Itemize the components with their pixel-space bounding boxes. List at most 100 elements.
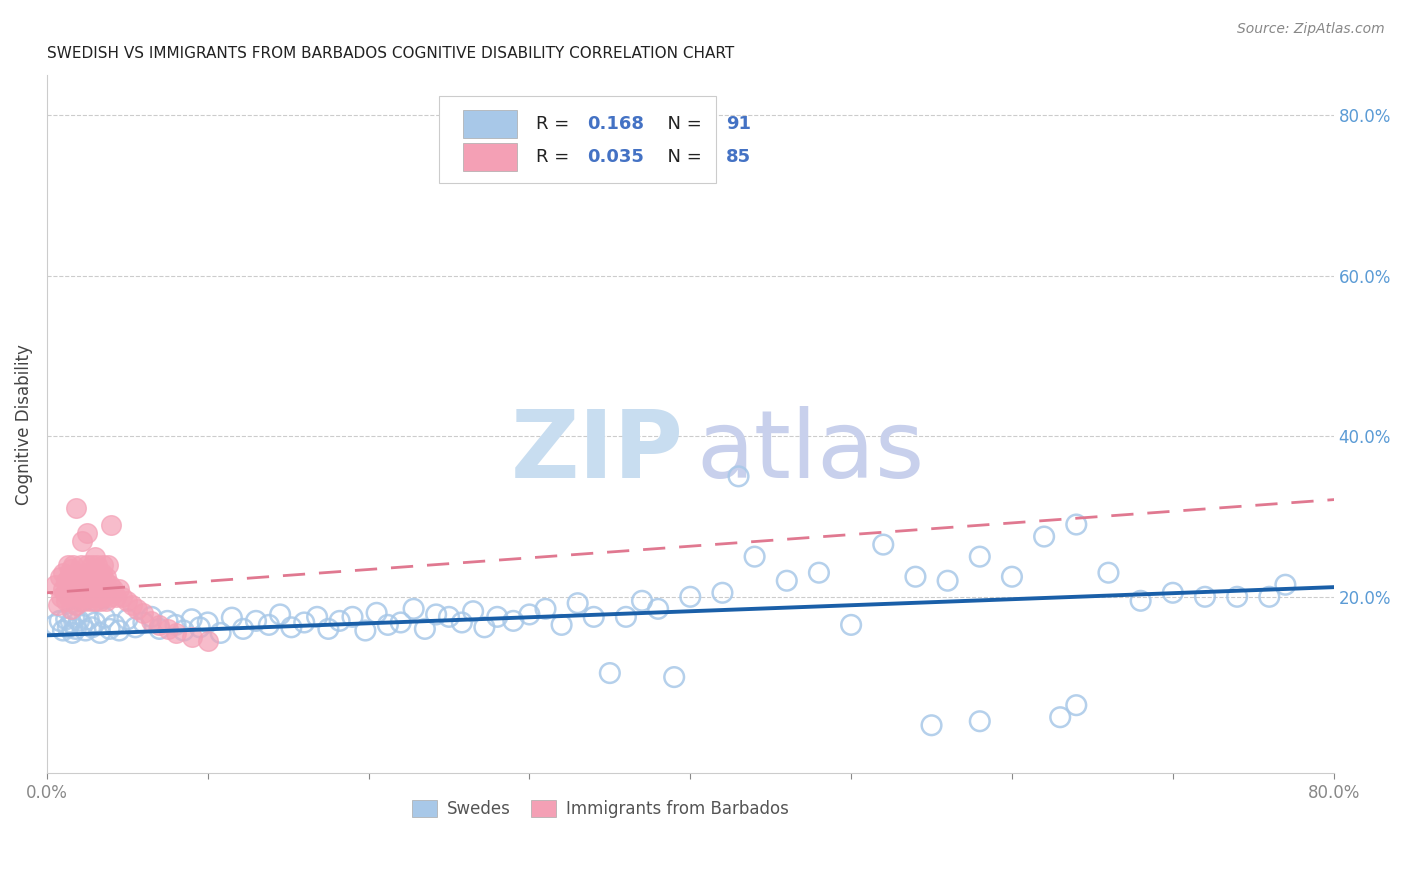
Point [125,602,148,616]
Point [97,582,120,596]
Point [425,607,447,622]
Point [72,533,94,548]
Point [197,615,219,630]
Point [664,670,686,684]
Point [76,558,98,572]
Point [474,620,496,634]
Point [197,634,219,648]
Point [486,610,509,624]
Point [1129,594,1152,608]
Point [98,622,121,636]
Point [90,578,112,592]
Point [100,586,122,600]
Point [66,582,89,596]
Point [84,549,107,564]
Point [62,558,84,572]
Point [80,582,103,596]
Point [86,558,108,572]
Point [53,586,76,600]
Point [56,558,79,572]
Point [73,594,96,608]
Point [969,714,991,729]
Point [180,612,202,626]
Point [807,566,830,580]
Point [377,618,399,632]
Point [44,578,66,592]
Point [60,615,83,630]
Point [73,574,96,588]
Y-axis label: Cognitive Disability: Cognitive Disability [15,343,32,505]
FancyBboxPatch shape [463,110,516,137]
Legend: Swedes, Immigrants from Barbados: Swedes, Immigrants from Barbados [405,793,796,824]
Point [969,549,991,564]
Point [91,558,114,572]
Point [872,538,894,552]
Point [1001,570,1024,584]
Point [77,586,100,600]
Point [108,582,131,596]
Point [342,610,364,624]
Point [91,590,114,604]
Point [89,594,111,608]
Point [98,578,121,592]
Point [1226,590,1249,604]
Point [567,596,589,610]
Point [84,615,107,630]
Point [1258,590,1281,604]
Point [117,594,139,608]
Point [1274,578,1296,592]
Point [117,612,139,626]
Point [148,618,170,632]
Point [105,590,128,604]
Point [52,566,75,580]
Point [98,590,121,604]
Point [103,586,125,600]
Point [90,566,112,580]
Point [63,574,86,588]
Point [96,594,118,608]
Point [52,582,75,596]
Point [124,620,146,634]
Point [79,594,101,608]
Point [280,620,302,634]
Point [56,620,79,634]
Point [232,622,254,636]
Point [94,610,117,624]
Point [69,558,91,572]
Point [69,586,91,600]
Point [46,598,69,612]
Point [83,590,105,604]
Text: R =: R = [536,115,575,133]
Text: 0.035: 0.035 [588,147,644,166]
Point [89,626,111,640]
Point [463,604,485,618]
Point [318,622,340,636]
Point [56,582,79,596]
Point [292,615,315,630]
Point [1194,590,1216,604]
Point [55,612,77,626]
Point [519,607,541,622]
Point [86,586,108,600]
Point [94,586,117,600]
Point [80,558,103,572]
Point [156,622,179,636]
Point [776,574,799,588]
Point [83,578,105,592]
Point [94,574,117,588]
Point [72,582,94,596]
Point [534,602,557,616]
Point [87,590,110,604]
Point [1064,698,1087,713]
Point [173,624,195,638]
Point [727,469,749,483]
Point [599,666,621,681]
Point [67,594,90,608]
Point [80,620,103,634]
Point [72,590,94,604]
Point [614,610,637,624]
Point [44,618,66,632]
Point [79,570,101,584]
Point [402,602,425,616]
Point [132,606,155,620]
